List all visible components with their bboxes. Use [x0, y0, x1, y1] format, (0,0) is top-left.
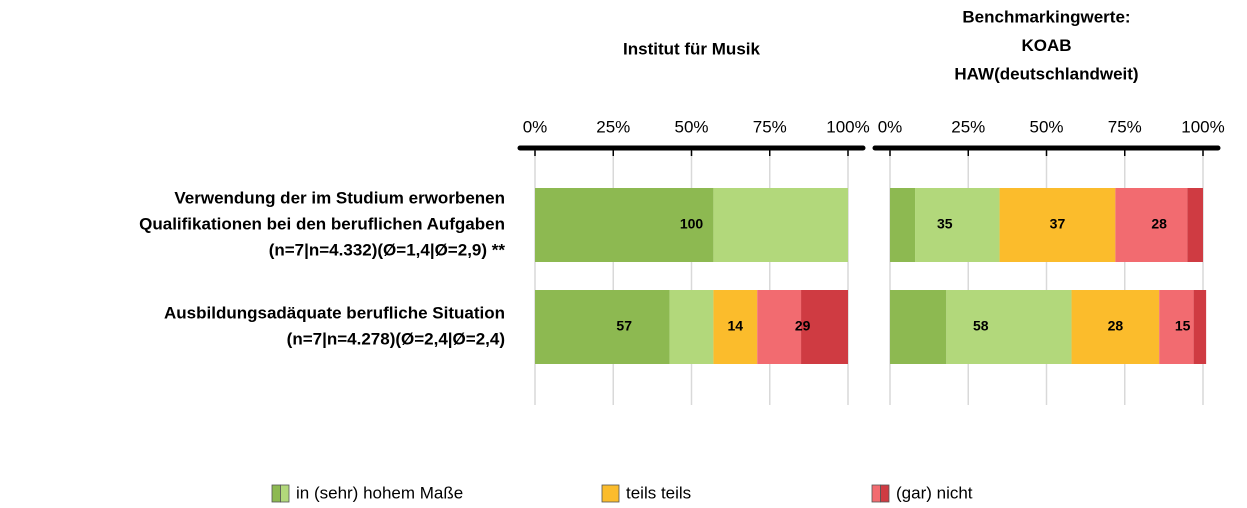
panel-title: KOAB: [1021, 36, 1071, 55]
legend-swatch: [871, 484, 881, 503]
bar-segment: [1193, 290, 1207, 364]
data-label: 14: [728, 318, 744, 334]
category-label: Ausbildungsadäquate berufliche Situation: [164, 303, 505, 322]
x-tick-label: 75%: [1108, 117, 1142, 136]
data-label: 100: [680, 216, 704, 232]
bar-segment: [669, 290, 714, 364]
bar-segment: [757, 290, 802, 364]
legend-swatch: [601, 484, 620, 503]
panel-title: HAW(deutschlandweit): [954, 64, 1138, 83]
x-tick-label: 50%: [1029, 117, 1063, 136]
bar-segment: [946, 290, 1072, 364]
x-tick-label: 100%: [826, 117, 869, 136]
bar-segment: [713, 290, 758, 364]
category-label: (n=7|n=4.332)(Ø=1,4|Ø=2,9) **: [269, 240, 506, 259]
legend-swatch: [280, 484, 290, 503]
data-label: 15: [1175, 318, 1191, 334]
legend-label: in (sehr) hohem Maße: [296, 483, 463, 502]
data-label: 35: [937, 216, 953, 232]
panel-title: Institut für Musik: [623, 39, 760, 58]
data-label: 28: [1151, 216, 1167, 232]
data-label: 37: [1050, 216, 1066, 232]
bar-segment: [713, 188, 848, 262]
bar-segment: [1159, 290, 1194, 364]
legend-label: (gar) nicht: [896, 483, 973, 502]
x-tick-label: 25%: [596, 117, 630, 136]
bar-segment: [535, 290, 670, 364]
bar-segment: [890, 290, 947, 364]
category-label: Qualifikationen bei den beruflichen Aufg…: [139, 214, 505, 233]
bar-segment: [801, 290, 848, 364]
x-tick-label: 25%: [951, 117, 985, 136]
bar-segment: [999, 188, 1116, 262]
legend-swatch: [880, 484, 890, 503]
x-tick-label: 75%: [753, 117, 787, 136]
data-label: 57: [616, 318, 632, 334]
x-tick-label: 100%: [1181, 117, 1224, 136]
x-tick-label: 50%: [674, 117, 708, 136]
bar-segment: [535, 188, 714, 262]
data-label: 29: [795, 318, 811, 334]
bar-segment: [915, 188, 1000, 262]
category-label: (n=7|n=4.278)(Ø=2,4|Ø=2,4): [287, 329, 505, 348]
legend-label: teils teils: [626, 483, 691, 502]
panel-title: Benchmarkingwerte:: [962, 7, 1130, 26]
bar-segment: [1071, 290, 1160, 364]
bar-segment: [1187, 188, 1203, 262]
category-label: Verwendung der im Studium erworbenen: [174, 188, 505, 207]
legend-swatch: [271, 484, 281, 503]
data-label: 58: [973, 318, 989, 334]
bar-segment: [890, 188, 916, 262]
x-tick-label: 0%: [878, 117, 903, 136]
bar-segment: [1115, 188, 1188, 262]
x-tick-label: 0%: [523, 117, 548, 136]
data-label: 28: [1108, 318, 1124, 334]
